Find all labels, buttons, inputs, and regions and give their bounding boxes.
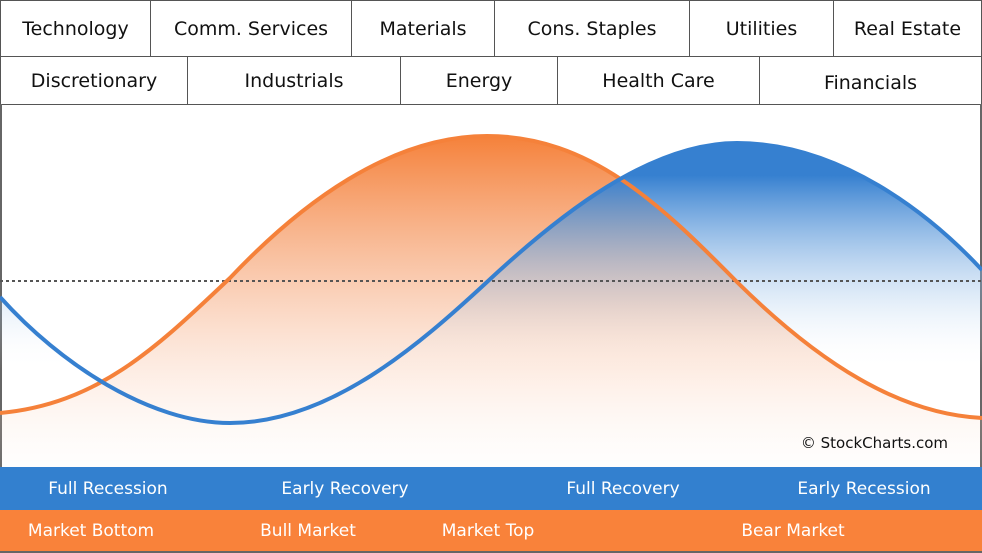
copyright-text: © StockCharts.com — [800, 434, 948, 452]
economy-phase-band: Full Recession Early Recovery Full Recov… — [0, 467, 982, 510]
phase-market-top: Market Top — [441, 520, 535, 541]
phase-full-recovery: Full Recovery — [566, 478, 680, 499]
market-phase-band: Market Bottom Bull Market Market Top Bea… — [0, 510, 982, 553]
cycle-chart — [0, 104, 982, 467]
phase-full-recession: Full Recession — [48, 478, 168, 499]
economy-curve-fill — [0, 143, 982, 467]
phase-early-recovery: Early Recovery — [281, 478, 409, 499]
sector-utilities: Utilities — [689, 0, 834, 57]
phase-early-recession: Early Recession — [797, 478, 931, 499]
market-curve — [0, 133, 982, 420]
phase-bull-market: Bull Market — [260, 520, 356, 541]
sector-technology: Technology — [0, 0, 151, 57]
sector-health-care: Health Care — [557, 56, 760, 105]
economy-curve — [0, 140, 982, 426]
sector-cons-staples: Cons. Staples — [494, 0, 690, 57]
sector-financials: Financials — [759, 56, 982, 105]
sector-discretionary: Discretionary — [0, 56, 188, 105]
sector-industrials: Industrials — [187, 56, 401, 105]
sector-materials: Materials — [351, 0, 495, 57]
phase-market-bottom: Market Bottom — [27, 520, 155, 541]
phase-bear-market: Bear Market — [741, 520, 845, 541]
sector-comm-services: Comm. Services — [150, 0, 352, 57]
sector-energy: Energy — [400, 56, 558, 105]
sector-real-estate: Real Estate — [833, 0, 982, 57]
